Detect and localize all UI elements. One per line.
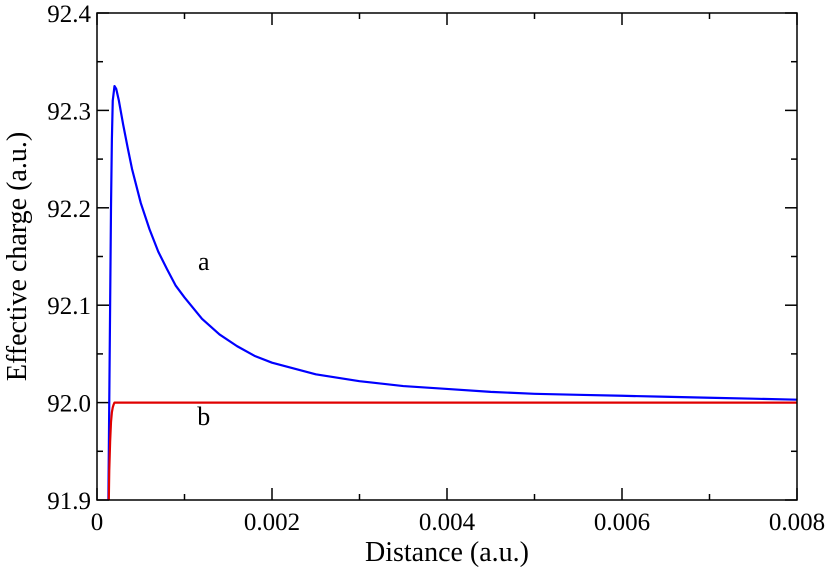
x-axis-title: Distance (a.u.) (365, 537, 529, 567)
y-axis-title: Effective charge (a.u.) (2, 132, 33, 381)
plot-frame (96, 12, 798, 501)
y-tick-label: 92.2 (47, 196, 91, 223)
annotation-label-a: a (198, 247, 210, 276)
tick-labels: 0 0.002 0.004 0.006 0.008 91.9 92.0 92.1 92.2 92.… (47, 1, 825, 536)
y-tick-label: 91.9 (47, 488, 91, 515)
annotation-label-b: b (197, 402, 210, 431)
series-group (107, 84, 797, 500)
series-line-1 (107, 84, 797, 500)
y-tick-label: 92.3 (47, 98, 91, 125)
series-line-2 (107, 401, 797, 500)
y-tick-label: 92.1 (47, 293, 91, 320)
y-tick-label: 92.4 (47, 1, 91, 28)
annotations: ab (197, 247, 210, 431)
x-tick-label: 0.004 (419, 509, 476, 536)
y-tick-label: 92.0 (47, 391, 91, 418)
x-tick-label: 0.008 (769, 509, 825, 536)
x-tick-label: 0 (91, 509, 104, 536)
x-tick-label: 0.006 (594, 509, 650, 536)
x-tick-label: 0.002 (244, 509, 300, 536)
